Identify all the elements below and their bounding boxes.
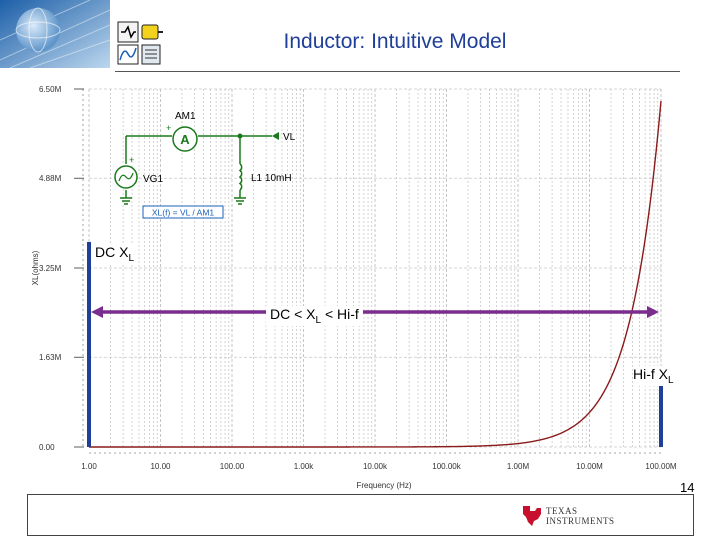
range-arrow bbox=[91, 306, 659, 318]
inductor-label: L1 10mH bbox=[251, 173, 292, 184]
page-number: 14 bbox=[680, 480, 695, 495]
probe-label: VL bbox=[283, 132, 296, 143]
probe-arrow-icon bbox=[272, 132, 279, 140]
hif-annotation-main: Hi-f X bbox=[633, 366, 668, 382]
dc-annotation-sub: L bbox=[128, 252, 135, 264]
y-tick-label: 4.88M bbox=[39, 174, 62, 183]
hif-annotation-sub: L bbox=[668, 374, 674, 386]
texas-instruments-logo: Texas Instruments bbox=[520, 502, 620, 530]
x-tick-label: 10.00 bbox=[150, 462, 171, 471]
x-tick-label: 100.00M bbox=[645, 462, 676, 471]
y-tick-label: 1.63M bbox=[39, 353, 62, 362]
range-arrow-left-head bbox=[91, 306, 103, 318]
circuit-schematic: A AM1 + + VG1 L1 10mH VL XL(f) = VL / AM… bbox=[114, 111, 296, 219]
hif-annotation: Hi-f XL bbox=[633, 366, 674, 386]
ti-state-icon bbox=[523, 506, 541, 526]
reactance-curve bbox=[89, 100, 662, 448]
ammeter-icon bbox=[172, 126, 198, 152]
sine-wave-icon bbox=[118, 172, 134, 182]
range-arrow-right-head bbox=[647, 306, 659, 318]
x-tick-label: 10.00M bbox=[576, 462, 603, 471]
source-label: VG1 bbox=[143, 174, 163, 185]
ti-logo-line2: Instruments bbox=[546, 516, 615, 526]
x-tick-label: 100.00 bbox=[220, 462, 245, 471]
x-tick-label: 1.00k bbox=[294, 462, 315, 471]
title-divider bbox=[115, 71, 680, 72]
ammeter-plus: + bbox=[166, 123, 171, 133]
x-tick-label: 1.00 bbox=[81, 462, 97, 471]
ti-logo-line1: Texas bbox=[546, 506, 578, 516]
mid-annotation: DC < XL < Hi-f bbox=[266, 306, 363, 326]
page-title: Inductor: Intuitive Model bbox=[283, 30, 507, 53]
ammeter-symbol: A bbox=[180, 132, 190, 147]
mid-annotation-pre: DC < X bbox=[270, 306, 316, 322]
formula-label: XL(f) = VL / AM1 bbox=[152, 208, 215, 218]
dc-annotation: DC XL bbox=[95, 244, 135, 264]
mid-annotation-sub: L bbox=[315, 314, 322, 326]
chart-tick-labels: 1.00 10.00 100.00 1.00k 10.00k 100.00k 1.00M 10… bbox=[39, 85, 677, 471]
y-axis-label: XL(ohms) bbox=[31, 250, 40, 285]
dc-annotation-main: DC X bbox=[95, 244, 129, 260]
y-tick-label: 3.25M bbox=[39, 264, 62, 273]
x-tick-label: 10.00k bbox=[363, 462, 388, 471]
source-plus: + bbox=[129, 155, 134, 165]
ammeter-label: AM1 bbox=[175, 111, 196, 122]
x-tick-label: 100.00k bbox=[432, 462, 461, 471]
junction-dot bbox=[237, 133, 243, 139]
chart-series bbox=[89, 100, 662, 448]
chart-axes bbox=[82, 89, 661, 454]
mid-annotation-post: < Hi-f bbox=[321, 306, 359, 322]
x-tick-label: 1.00M bbox=[507, 462, 530, 471]
y-tick-label: 6.50M bbox=[39, 85, 62, 94]
footer-box bbox=[27, 494, 694, 536]
header-banner bbox=[0, 0, 110, 68]
circuit-editor-icon bbox=[117, 21, 163, 65]
y-tick-label: 0.00 bbox=[39, 443, 55, 452]
x-axis-label: Frequency (Hz) bbox=[356, 481, 411, 490]
